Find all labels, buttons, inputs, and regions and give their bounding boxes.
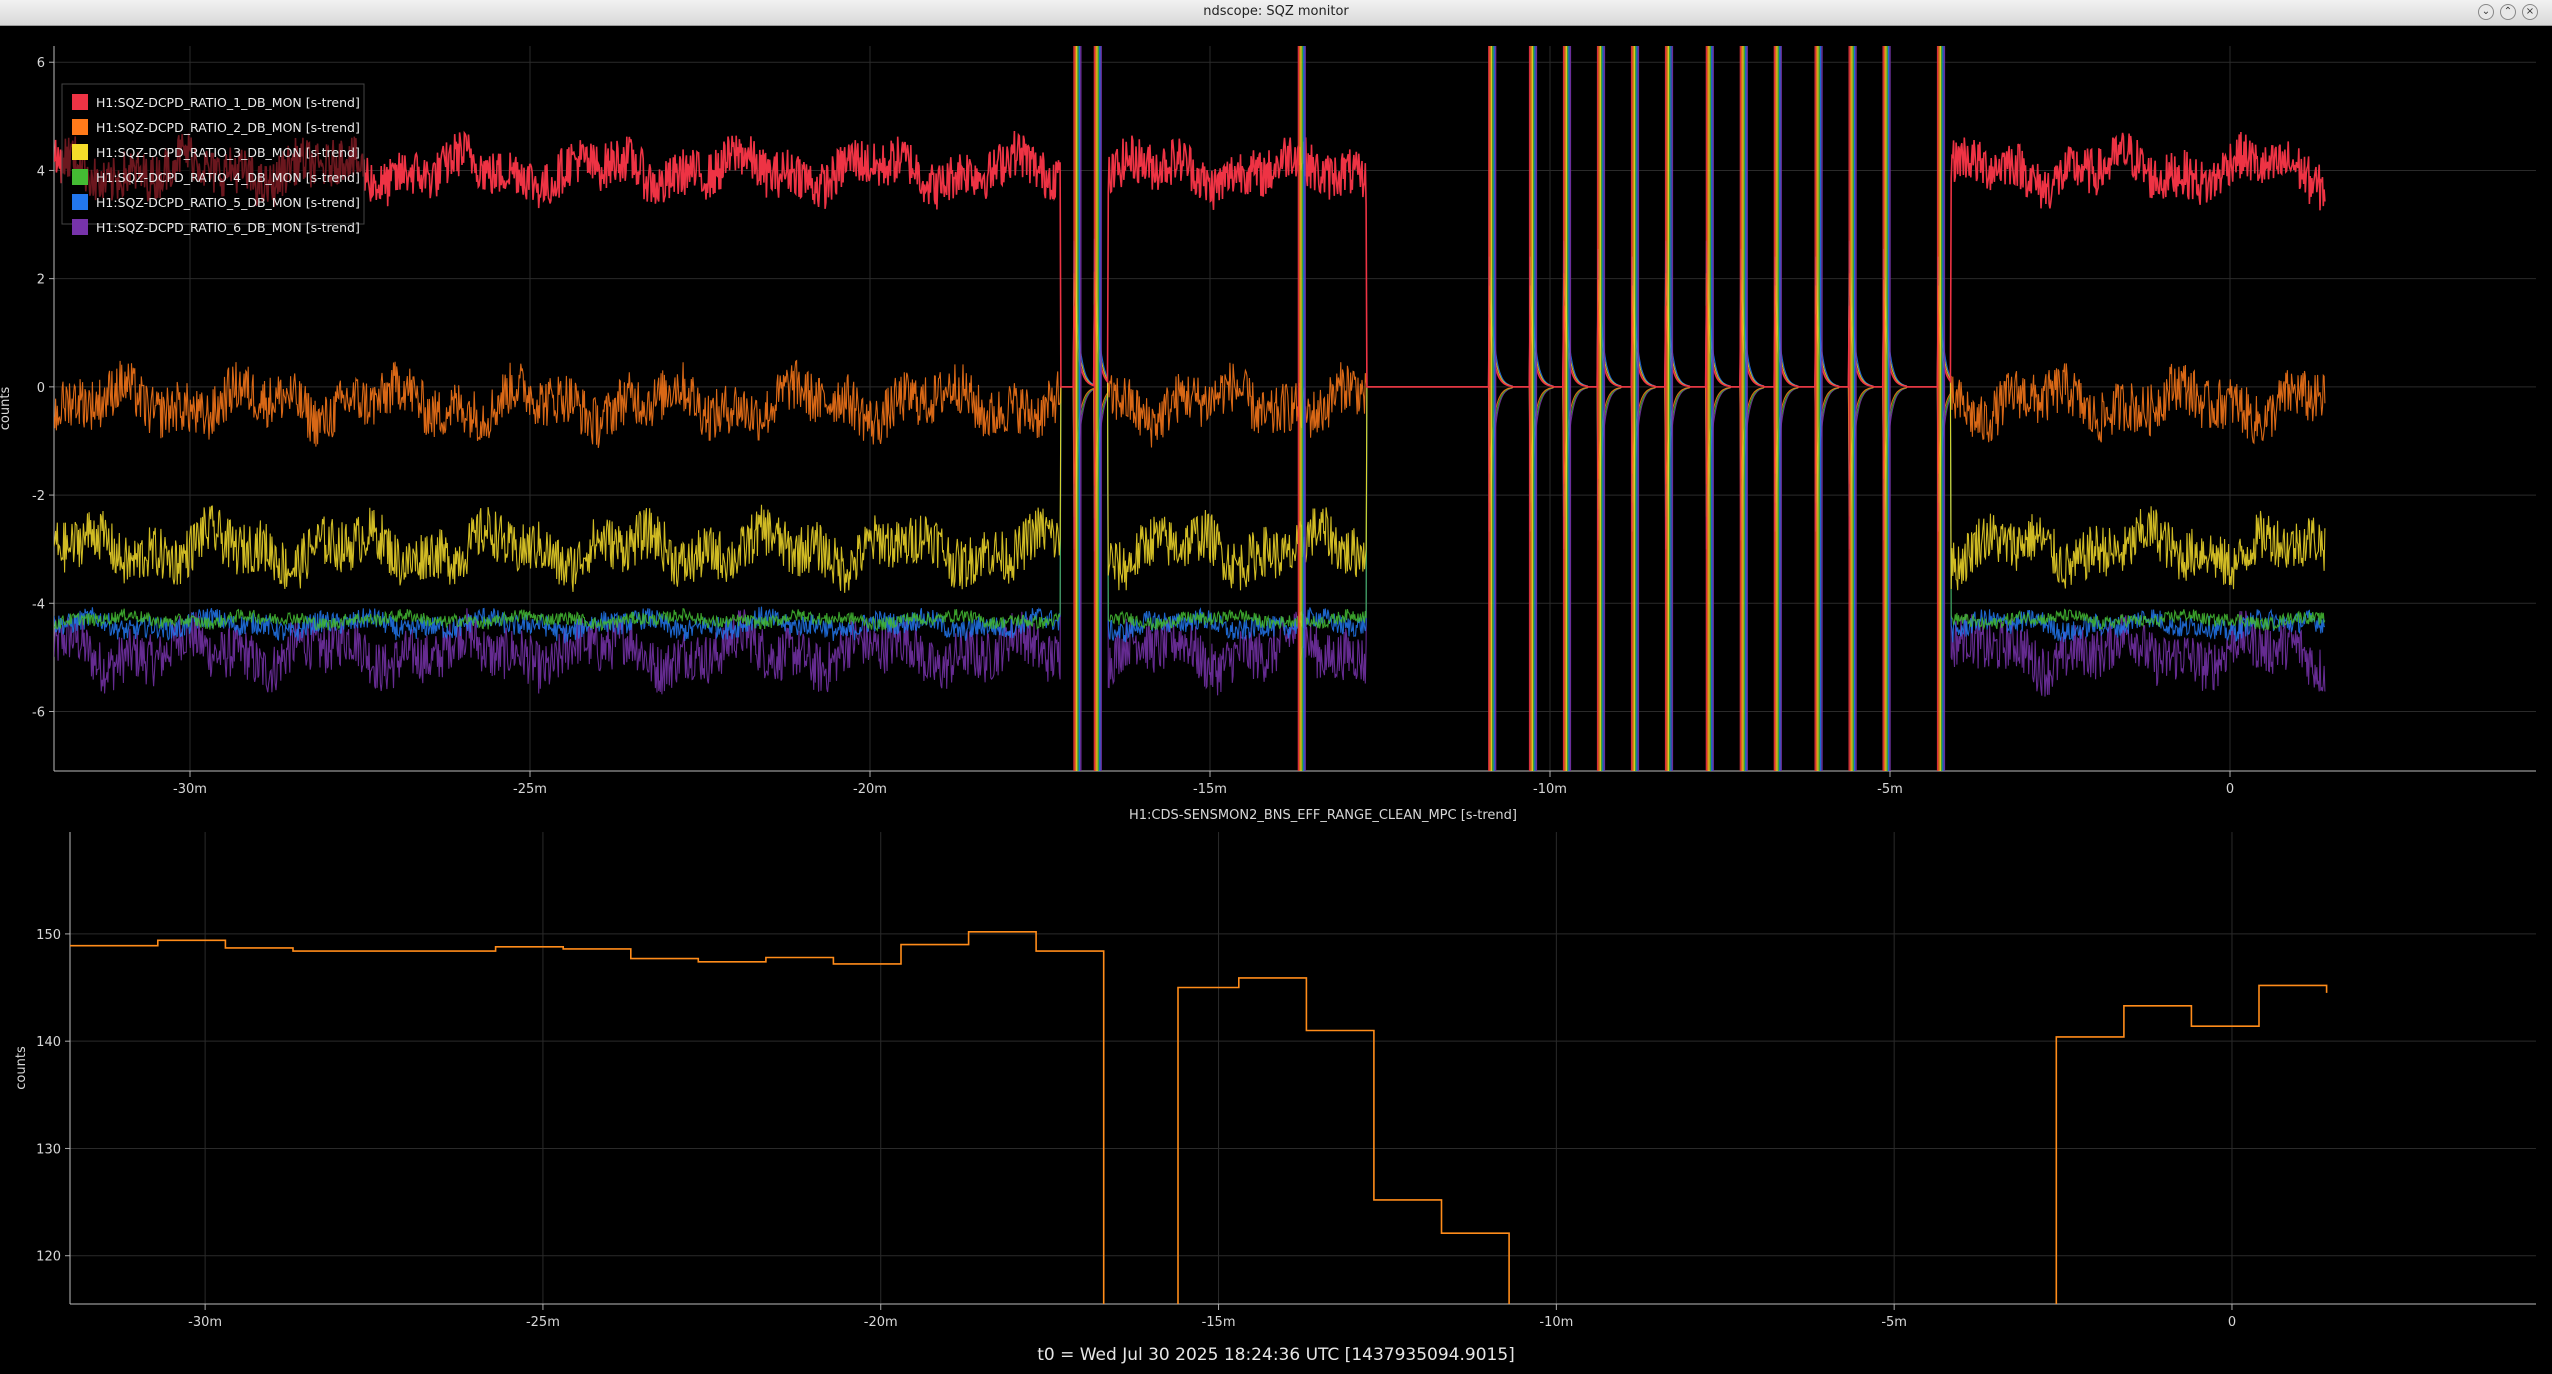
x-tick-label: 0 xyxy=(2226,782,2234,797)
y-tick-label: -6 xyxy=(32,705,45,720)
legend-entry: H1:SQZ-DCPD_RATIO_2_DB_MON [s-trend] xyxy=(96,120,360,135)
x-tick-label: -30m xyxy=(173,782,207,797)
y-tick-label: 140 xyxy=(36,1035,61,1050)
y-tick-label: 2 xyxy=(37,273,45,288)
y-tick-label: -2 xyxy=(32,489,45,504)
range-trace xyxy=(70,931,1105,1304)
legend-entry: H1:SQZ-DCPD_RATIO_6_DB_MON [s-trend] xyxy=(96,220,360,235)
series-line xyxy=(54,386,2326,633)
t0-timestamp: t0 = Wed Jul 30 2025 18:24:36 UTC [14379… xyxy=(1037,1345,1515,1365)
y-axis-label: counts xyxy=(14,1046,29,1090)
x-tick-label: -15m xyxy=(1202,1315,1236,1330)
legend-box xyxy=(61,83,365,225)
y-axis-label: counts xyxy=(0,387,13,431)
x-tick-label: -25m xyxy=(513,782,547,797)
series-line xyxy=(54,238,2326,644)
series-line xyxy=(54,386,2326,697)
x-tick-label: -5m xyxy=(1881,1315,1907,1330)
series-line xyxy=(54,359,2326,486)
x-tick-label: -10m xyxy=(1539,1315,1573,1330)
legend-entry: H1:SQZ-DCPD_RATIO_1_DB_MON [s-trend] xyxy=(96,95,360,110)
legend-swatch xyxy=(72,219,88,235)
y-tick-label: 130 xyxy=(36,1142,61,1157)
x-tick-label: -25m xyxy=(526,1315,560,1330)
legend-entry: H1:SQZ-DCPD_RATIO_3_DB_MON [s-trend] xyxy=(96,145,360,160)
bottom-plot-title: H1:CDS-SENSMON2_BNS_EFF_RANGE_CLEAN_MPC … xyxy=(1129,808,1517,823)
legend-swatch xyxy=(72,144,88,160)
plot-area[interactable]: -30m -25m -20m -15m -10m -5m 0 -6 -4 -2 0 2 4 6 counts… xyxy=(0,26,2552,1344)
y-tick-label: -4 xyxy=(32,597,45,612)
legend-swatch xyxy=(72,94,88,110)
window-title: ndscope: SQZ monitor xyxy=(1203,4,1349,19)
series-line xyxy=(54,271,2326,593)
x-tick-label: 0 xyxy=(2228,1315,2236,1330)
series-line xyxy=(54,130,2326,388)
range-trace xyxy=(1177,977,1510,1304)
legend-swatch xyxy=(72,169,88,185)
minimize-icon[interactable]: ⌄ xyxy=(2478,4,2494,20)
x-tick-label: -5m xyxy=(1877,782,1903,797)
bottom-plot[interactable]: -30m -25m -20m -15m -10m -5m 0 120 130 140 150 coun… xyxy=(14,808,2536,1330)
close-icon[interactable]: × xyxy=(2522,4,2538,20)
top-plot[interactable]: -30m -25m -20m -15m -10m -5m 0 -6 -4 -2 0 2 4 6 counts… xyxy=(0,46,2536,797)
legend-swatch xyxy=(72,119,88,135)
y-tick-label: 120 xyxy=(36,1250,61,1265)
y-tick-label: 6 xyxy=(37,56,45,71)
legend-swatch xyxy=(72,194,88,210)
y-tick-label: 4 xyxy=(37,164,45,179)
legend-entry: H1:SQZ-DCPD_RATIO_5_DB_MON [s-trend] xyxy=(96,195,360,210)
y-tick-label: 0 xyxy=(37,381,45,396)
range-trace xyxy=(2055,984,2328,1304)
legend: H1:SQZ-DCPD_RATIO_1_DB_MON [s-trend] H1:S… xyxy=(61,83,365,235)
window-titlebar: ndscope: SQZ monitor ⌄ ⌃ × xyxy=(0,0,2552,26)
x-tick-label: -20m xyxy=(864,1315,898,1330)
maximize-icon[interactable]: ⌃ xyxy=(2500,4,2516,20)
y-tick-label: 150 xyxy=(36,928,61,943)
x-tick-label: -15m xyxy=(1193,782,1227,797)
x-tick-label: -10m xyxy=(1533,782,1567,797)
x-tick-label: -30m xyxy=(188,1315,222,1330)
x-tick-label: -20m xyxy=(853,782,887,797)
legend-entry: H1:SQZ-DCPD_RATIO_4_DB_MON [s-trend] xyxy=(96,170,360,185)
top-plot-data xyxy=(54,46,2326,771)
